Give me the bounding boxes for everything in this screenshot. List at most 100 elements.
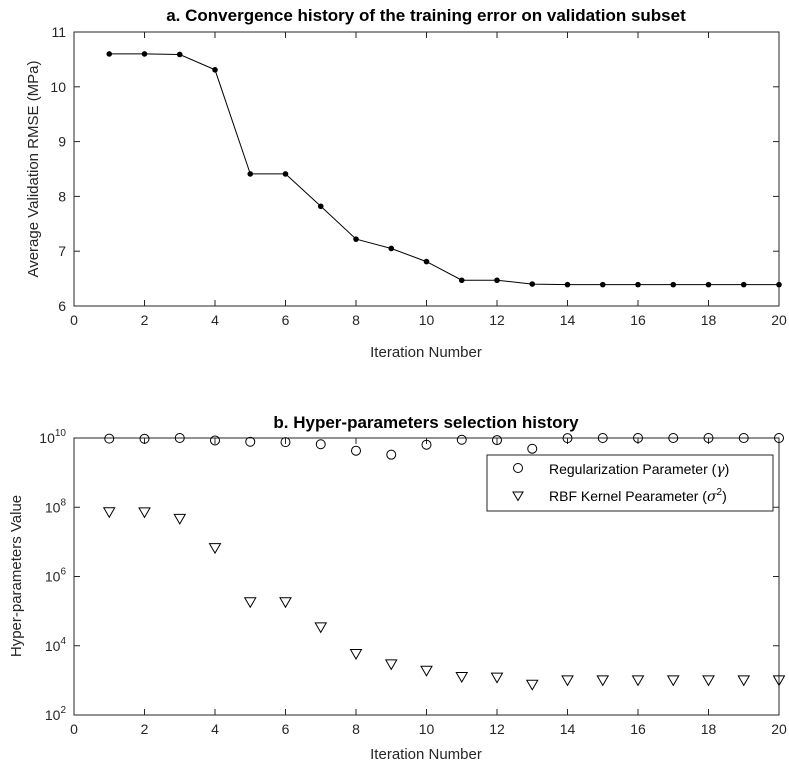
- regularization-point: [421, 439, 432, 450]
- x-tick-label: 0: [70, 721, 78, 737]
- regularization-point: [174, 433, 185, 443]
- x-tick-label: 14: [560, 721, 576, 737]
- x-tick-label: 10: [419, 721, 435, 737]
- rmse-line: [109, 53, 779, 286]
- x-tick-label: 4: [211, 312, 219, 328]
- regularization-point: [315, 439, 326, 450]
- rbf-kernel-point: [737, 675, 751, 687]
- rmse-point: [670, 281, 677, 288]
- x-tick-label: 12: [489, 721, 505, 737]
- rmse-point: [353, 236, 359, 242]
- rmse-point: [282, 171, 289, 177]
- x-tick-label: 8: [352, 721, 360, 737]
- x-tick-label: 12: [489, 312, 505, 328]
- chart-b-y-axis-label: Hyper-parameters Value: [8, 495, 25, 657]
- sigma-symbol: σ: [707, 489, 717, 505]
- chart-b-x-axis: 0 2 4 6 8 10 12 14 16 18 20: [70, 438, 787, 737]
- y-tick-label: 11: [51, 24, 66, 40]
- rmse-point: [529, 281, 536, 287]
- rmse-point: [423, 258, 430, 265]
- x-tick-label: 16: [630, 721, 646, 737]
- rmse-point: [388, 245, 395, 252]
- legend-circle-marker: [513, 463, 523, 473]
- y-tick-label: 8: [58, 188, 66, 204]
- rmse-point: [776, 281, 782, 288]
- x-tick-label: 14: [560, 312, 576, 328]
- rmse-point: [635, 281, 641, 288]
- chart-a-series: [106, 51, 782, 288]
- x-tick-label: 16: [630, 312, 646, 328]
- regularization-point: [597, 433, 608, 443]
- legend-box: [486, 454, 774, 512]
- y-tick-label: 7: [58, 243, 66, 259]
- regularization-point: [562, 433, 573, 444]
- rbf-kernel-point: [631, 675, 645, 687]
- chart-a-y-axis-label: Average Validation RMSE (MPa): [25, 60, 42, 277]
- regularization-point: [492, 435, 502, 446]
- regularization-point: [210, 435, 220, 446]
- chart-b-series: [102, 433, 786, 691]
- rmse-point: [564, 281, 571, 288]
- legend-item-rbf-kernel: RBF Kernel Pearameter (σ2): [549, 487, 727, 505]
- rbf-kernel-point: [666, 675, 680, 687]
- rbf-kernel-point: [455, 672, 469, 684]
- x-tick-label: 2: [141, 312, 149, 328]
- x-tick-label: 2: [141, 721, 149, 737]
- regularization-point: [668, 433, 679, 443]
- chart-b-y-axis: 102 104 106 108 1010: [39, 428, 779, 723]
- x-tick-label: 20: [771, 721, 787, 737]
- y-tick-label: 9: [58, 134, 66, 150]
- rmse-point: [247, 171, 254, 177]
- regularization-point: [280, 437, 291, 448]
- x-tick-label: 6: [282, 721, 290, 737]
- rmse-point: [740, 281, 747, 288]
- rmse-point: [494, 277, 500, 284]
- chart-a-x-axis: 0 2 4 6 8 10 12 14 16 18 20: [70, 32, 787, 328]
- legend-triangle-marker: [512, 491, 524, 502]
- x-tick-label: 6: [282, 312, 290, 328]
- regularization-point: [703, 433, 714, 443]
- x-tick-label: 20: [771, 312, 787, 328]
- y-tick-label: 1010: [39, 428, 66, 446]
- rbf-kernel-point: [314, 622, 328, 634]
- regularization-point: [456, 434, 467, 445]
- rmse-point: [141, 51, 148, 57]
- y-tick-label: 108: [45, 497, 67, 515]
- regularization-point: [738, 433, 749, 443]
- rmse-point: [106, 51, 113, 57]
- rbf-kernel-point: [702, 675, 715, 687]
- y-tick-label: 10: [50, 79, 66, 95]
- x-tick-label: 8: [352, 312, 360, 328]
- rbf-kernel-point: [596, 675, 610, 687]
- regularization-point: [245, 436, 256, 447]
- rbf-kernel-point: [208, 543, 222, 555]
- chart-b-legend: Regularization Parameter (γ) RBF Kernel …: [486, 454, 774, 512]
- rbf-kernel-point: [490, 672, 504, 684]
- hyperparameters-chart: b. Hyper-parameters selection history 0 2…: [8, 413, 787, 763]
- regularization-point: [774, 433, 784, 443]
- y-tick-label: 102: [45, 705, 67, 723]
- chart-b-title: b. Hyper-parameters selection history: [273, 413, 579, 432]
- chart-a-plot-area: [73, 31, 780, 307]
- rbf-kernel-point: [243, 597, 257, 609]
- rbf-kernel-point: [420, 665, 433, 677]
- chart-a-title: a. Convergence history of the training e…: [166, 6, 686, 25]
- regularization-point: [633, 433, 643, 443]
- regularization-point: [104, 433, 115, 444]
- rbf-kernel-point: [349, 648, 363, 660]
- rbf-kernel-point: [384, 659, 398, 671]
- rmse-point: [705, 281, 712, 288]
- y-tick-label: 106: [45, 567, 67, 585]
- regularization-point: [351, 445, 361, 456]
- x-tick-label: 10: [419, 312, 435, 328]
- regularization-point: [527, 443, 538, 454]
- rbf-kernel-point: [561, 675, 574, 687]
- x-tick-label: 4: [211, 721, 219, 737]
- chart-b-x-axis-label: Iteration Number: [370, 746, 482, 763]
- rmse-point: [458, 277, 465, 284]
- rmse-point: [212, 67, 218, 73]
- rbf-kernel-point: [279, 597, 292, 609]
- rmse-point: [176, 51, 183, 58]
- convergence-chart: a. Convergence history of the training e…: [25, 6, 787, 361]
- rbf-kernel-point: [772, 675, 786, 687]
